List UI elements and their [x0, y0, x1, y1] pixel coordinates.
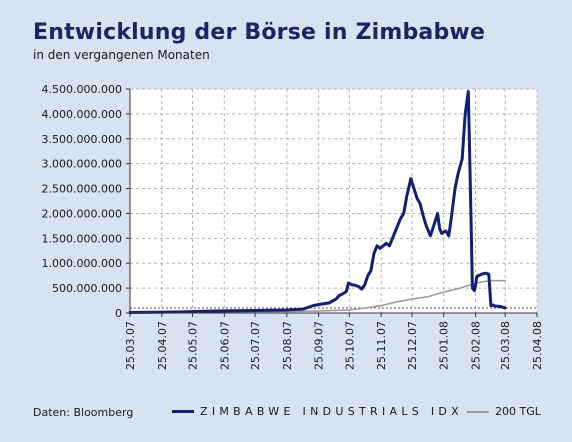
y-tick-label: 1.000.000.000 [42, 257, 122, 270]
data-source: Daten: Bloomberg [33, 406, 134, 419]
legend-swatch-tgl [466, 410, 489, 413]
y-tick-label: 2.500.000.000 [42, 183, 122, 196]
x-tick-label: 25.06.07 [218, 321, 231, 370]
axes [129, 89, 537, 314]
x-tick-label: 25.01.08 [438, 321, 451, 370]
x-tick-label: 25.12.07 [406, 321, 419, 370]
legend-item-index: ZIMBABWE INDUSTRIALS IDX [172, 405, 467, 418]
y-tick-label: 3.000.000.000 [42, 158, 122, 171]
y-tick-label: 500.000.000 [52, 282, 122, 295]
x-tick-label: 25.09.07 [313, 321, 326, 370]
x-tick-label: 25.03.08 [499, 321, 512, 370]
x-tick-label: 25.05.07 [187, 321, 200, 370]
legend-item-tgl: 200 TGL [466, 405, 541, 418]
grid-lines [130, 88, 538, 313]
y-tick-label: 2.000.000.000 [42, 207, 122, 220]
x-tick-label: 25.02.08 [470, 321, 483, 370]
x-axis-ticks: 25.03.07 25.04.07 25.05.07 25.06.07 25.07.07… [124, 313, 544, 370]
y-tick-label: 4.000.000.000 [42, 108, 122, 121]
legend-swatch-index [172, 410, 194, 413]
y-tick-label: 1.500.000.000 [42, 232, 122, 245]
series-lines [128, 90, 507, 314]
x-tick-label: 25.11.07 [375, 321, 388, 370]
series-line-index [128, 90, 507, 314]
chart-title: Entwicklung der Börse in Zimbabwe [33, 20, 486, 45]
x-tick-label: 25.04.08 [531, 321, 544, 370]
x-tick-label: 25.03.07 [124, 321, 137, 370]
series-line-tgl [129, 279, 506, 313]
x-tick-label: 25.10.07 [343, 321, 356, 370]
legend-label-tgl: 200 TGL [494, 405, 541, 418]
x-tick-label: 25.08.07 [281, 321, 294, 370]
y-tick-label: 0 [115, 307, 122, 320]
legend: ZIMBABWE INDUSTRIALS IDX 200 TGL [172, 405, 541, 418]
chart-subtitle: in den vergangenen Monaten [33, 48, 210, 62]
y-tick-label: 4.500.000.000 [42, 83, 122, 96]
x-tick-label: 25.07.07 [249, 321, 262, 370]
y-tick-label: 3.500.000.000 [42, 133, 122, 146]
x-tick-label: 25.04.07 [156, 321, 169, 370]
y-axis-ticks: 0 500.000.000 1.000.000.000 1.500.000.000 2.… [42, 83, 130, 320]
legend-label-index: ZIMBABWE INDUSTRIALS IDX [200, 405, 463, 418]
